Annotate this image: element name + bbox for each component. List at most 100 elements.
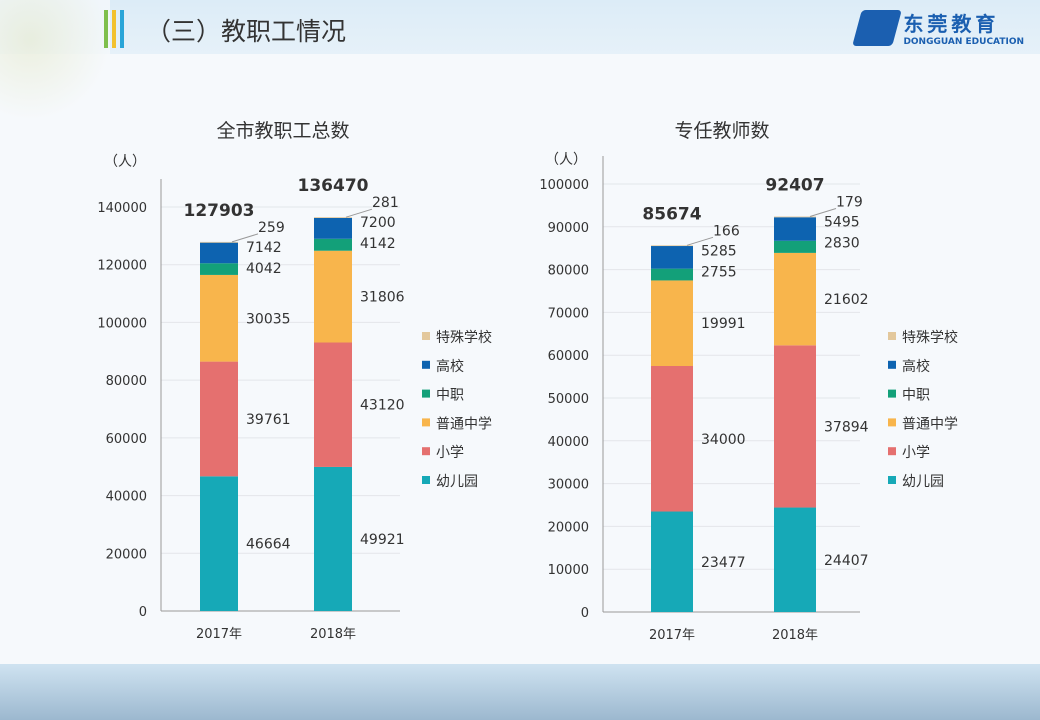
legend-swatch <box>422 418 430 427</box>
y-tick-label: 0 <box>139 605 147 620</box>
leader-line <box>345 208 373 218</box>
legend-swatch <box>888 389 896 398</box>
legend-swatch <box>888 476 896 484</box>
bar-segment-高校 <box>314 217 352 239</box>
x-tick-label: 2017年 <box>196 627 242 642</box>
y-tick-label: 80000 <box>548 264 589 279</box>
legend-label: 中职 <box>436 388 464 404</box>
logo: 东莞教育 DONGGUAN EDUCATION <box>852 8 1024 47</box>
legend-swatch <box>422 447 430 456</box>
bar-segment-特殊学校 <box>651 245 693 247</box>
data-label: 5285 <box>701 243 737 259</box>
data-label: 23477 <box>701 555 746 571</box>
y-tick-label: 40000 <box>548 435 589 450</box>
data-label: 19991 <box>701 316 746 332</box>
legend-swatch <box>888 332 896 340</box>
y-tick-label: 20000 <box>106 547 147 562</box>
legend-swatch <box>422 476 430 484</box>
y-tick-label: 10000 <box>548 563 589 578</box>
legend-label: 普通中学 <box>902 416 958 432</box>
y-tick-label: 70000 <box>548 306 589 321</box>
legend-label: 高校 <box>902 358 930 375</box>
data-label: 2755 <box>701 264 737 280</box>
page-title: （三）教职工情况 <box>146 17 347 46</box>
legend-swatch <box>422 332 430 340</box>
data-label: 46664 <box>246 537 291 553</box>
legend-swatch <box>888 418 896 427</box>
bar-segment-中职 <box>200 263 238 275</box>
y-tick-label: 100000 <box>97 316 147 331</box>
x-tick-label: 2017年 <box>649 628 695 643</box>
bar-segment-小学 <box>314 342 352 467</box>
total-label: 136470 <box>298 176 369 196</box>
data-label: 179 <box>836 194 863 210</box>
y-tick-label: 50000 <box>548 392 589 407</box>
data-label: 2830 <box>824 235 860 251</box>
y-tick-label: 120000 <box>97 259 147 274</box>
y-axis-label: （人） <box>104 154 146 170</box>
bar-segment-特殊学校 <box>200 241 238 243</box>
legend-label: 幼儿园 <box>902 474 944 490</box>
legend-label: 普通中学 <box>436 416 492 432</box>
sunflower-decoration <box>0 0 110 200</box>
y-tick-label: 60000 <box>548 349 589 364</box>
leader-line <box>231 233 259 243</box>
bar-segment-小学 <box>774 345 816 508</box>
data-label: 4142 <box>360 236 396 252</box>
bar-segment-特殊学校 <box>774 216 816 218</box>
legend-label: 小学 <box>436 445 464 461</box>
data-label: 34000 <box>701 432 746 448</box>
data-label: 5495 <box>824 214 860 230</box>
data-label: 31806 <box>360 290 405 306</box>
bar-segment-普通中学 <box>774 252 816 346</box>
data-label: 39761 <box>246 412 291 428</box>
bar-segment-幼儿园 <box>651 511 693 612</box>
data-label: 166 <box>713 223 740 239</box>
chart-title: 全市教职工总数 <box>216 120 349 142</box>
leader-line <box>686 236 714 246</box>
y-tick-label: 60000 <box>106 432 147 447</box>
y-tick-label: 30000 <box>548 478 589 493</box>
y-tick-label: 0 <box>581 606 589 621</box>
data-label: 4042 <box>246 261 282 277</box>
legend-swatch <box>422 360 430 369</box>
legend-label: 中职 <box>902 388 930 404</box>
data-label: 30035 <box>246 311 291 327</box>
legend-label: 特殊学校 <box>436 329 492 346</box>
data-label: 7200 <box>360 215 396 231</box>
bar-segment-中职 <box>314 238 352 251</box>
legend-label: 小学 <box>902 445 930 461</box>
bar-segment-特殊学校 <box>314 217 352 218</box>
leader-line <box>809 208 837 217</box>
y-tick-label: 40000 <box>106 490 147 505</box>
logo-subtext: DONGGUAN EDUCATION <box>903 37 1024 47</box>
bar-segment-中职 <box>774 240 816 253</box>
title-accent-bars <box>104 10 124 48</box>
bar-segment-高校 <box>651 246 693 269</box>
city-skyline-banner <box>0 664 1040 720</box>
chart-title: 专任教师数 <box>674 120 769 142</box>
x-tick-label: 2018年 <box>772 628 818 643</box>
bar-segment-幼儿园 <box>200 476 238 611</box>
legend-label: 高校 <box>436 358 464 375</box>
bar-segment-幼儿园 <box>774 507 816 612</box>
y-tick-label: 20000 <box>548 520 589 535</box>
bar-segment-普通中学 <box>314 250 352 343</box>
data-label: 43120 <box>360 398 405 414</box>
y-tick-label: 80000 <box>106 374 147 389</box>
y-axis-label: （人） <box>545 152 587 168</box>
bar-segment-幼儿园 <box>314 466 352 611</box>
total-label: 127903 <box>184 201 255 221</box>
data-label: 49921 <box>360 532 405 548</box>
bar-segment-中职 <box>651 268 693 281</box>
legend-swatch <box>888 447 896 456</box>
data-label: 24407 <box>824 553 869 569</box>
legend-label: 特殊学校 <box>902 329 958 346</box>
data-label: 7142 <box>246 240 282 256</box>
legend-label: 幼儿园 <box>436 474 478 490</box>
bar-segment-小学 <box>651 365 693 512</box>
total-label: 85674 <box>642 204 701 224</box>
bar-segment-普通中学 <box>651 280 693 366</box>
bar-segment-高校 <box>774 217 816 241</box>
